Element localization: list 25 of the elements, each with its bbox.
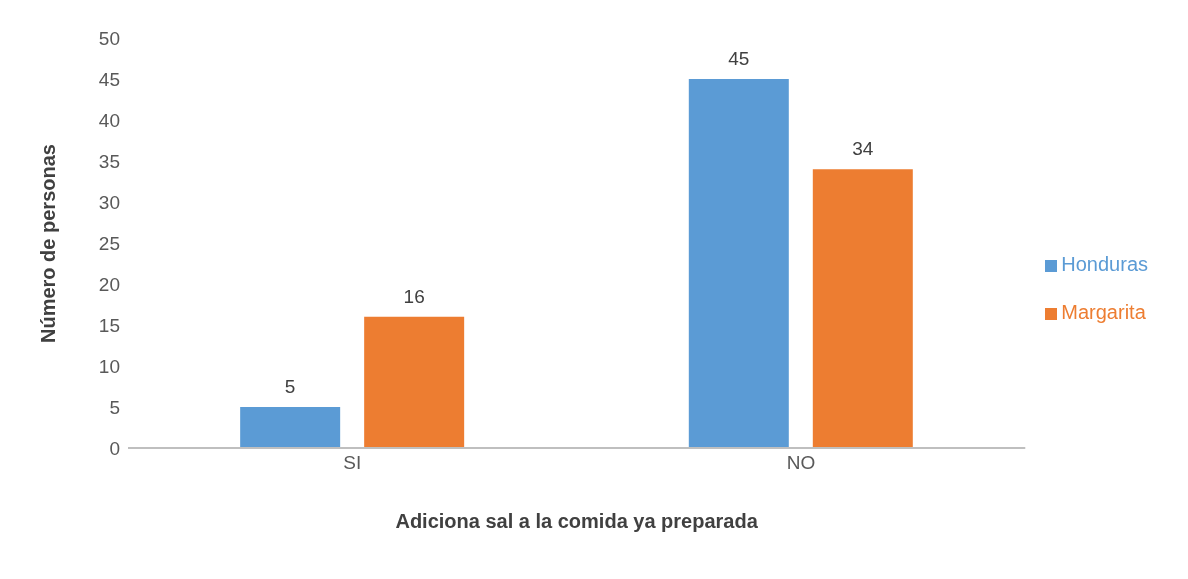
y-tick-label: 15 — [98, 314, 120, 336]
data-label: 34 — [852, 138, 874, 160]
x-tick-label: SI — [343, 452, 362, 474]
data-label: 16 — [403, 285, 425, 307]
bar — [688, 79, 789, 448]
y-tick-label: 10 — [98, 355, 120, 377]
y-tick-label: 0 — [109, 437, 120, 459]
data-label: 5 — [284, 376, 296, 397]
legend-label: Honduras — [1061, 253, 1148, 275]
bar — [812, 169, 913, 448]
y-tick-label: 35 — [98, 150, 120, 172]
x-tick-label: NO — [786, 452, 816, 474]
y-tick-label: 45 — [98, 68, 120, 90]
y-tick-label: 50 — [98, 27, 120, 49]
legend-label: Margarita — [1061, 301, 1146, 323]
y-tick-label: 25 — [98, 232, 120, 254]
data-label: 45 — [728, 48, 750, 69]
y-tick-label: 40 — [98, 109, 120, 131]
y-axis-title: Número de personas — [37, 144, 60, 343]
y-tick-label: 5 — [109, 396, 120, 418]
bar — [240, 407, 341, 448]
y-tick-label: 30 — [98, 191, 120, 213]
x-axis-title: Adiciona sal a la comida ya preparada — [395, 510, 759, 532]
y-tick-label: 20 — [98, 273, 120, 295]
bar — [364, 316, 465, 448]
